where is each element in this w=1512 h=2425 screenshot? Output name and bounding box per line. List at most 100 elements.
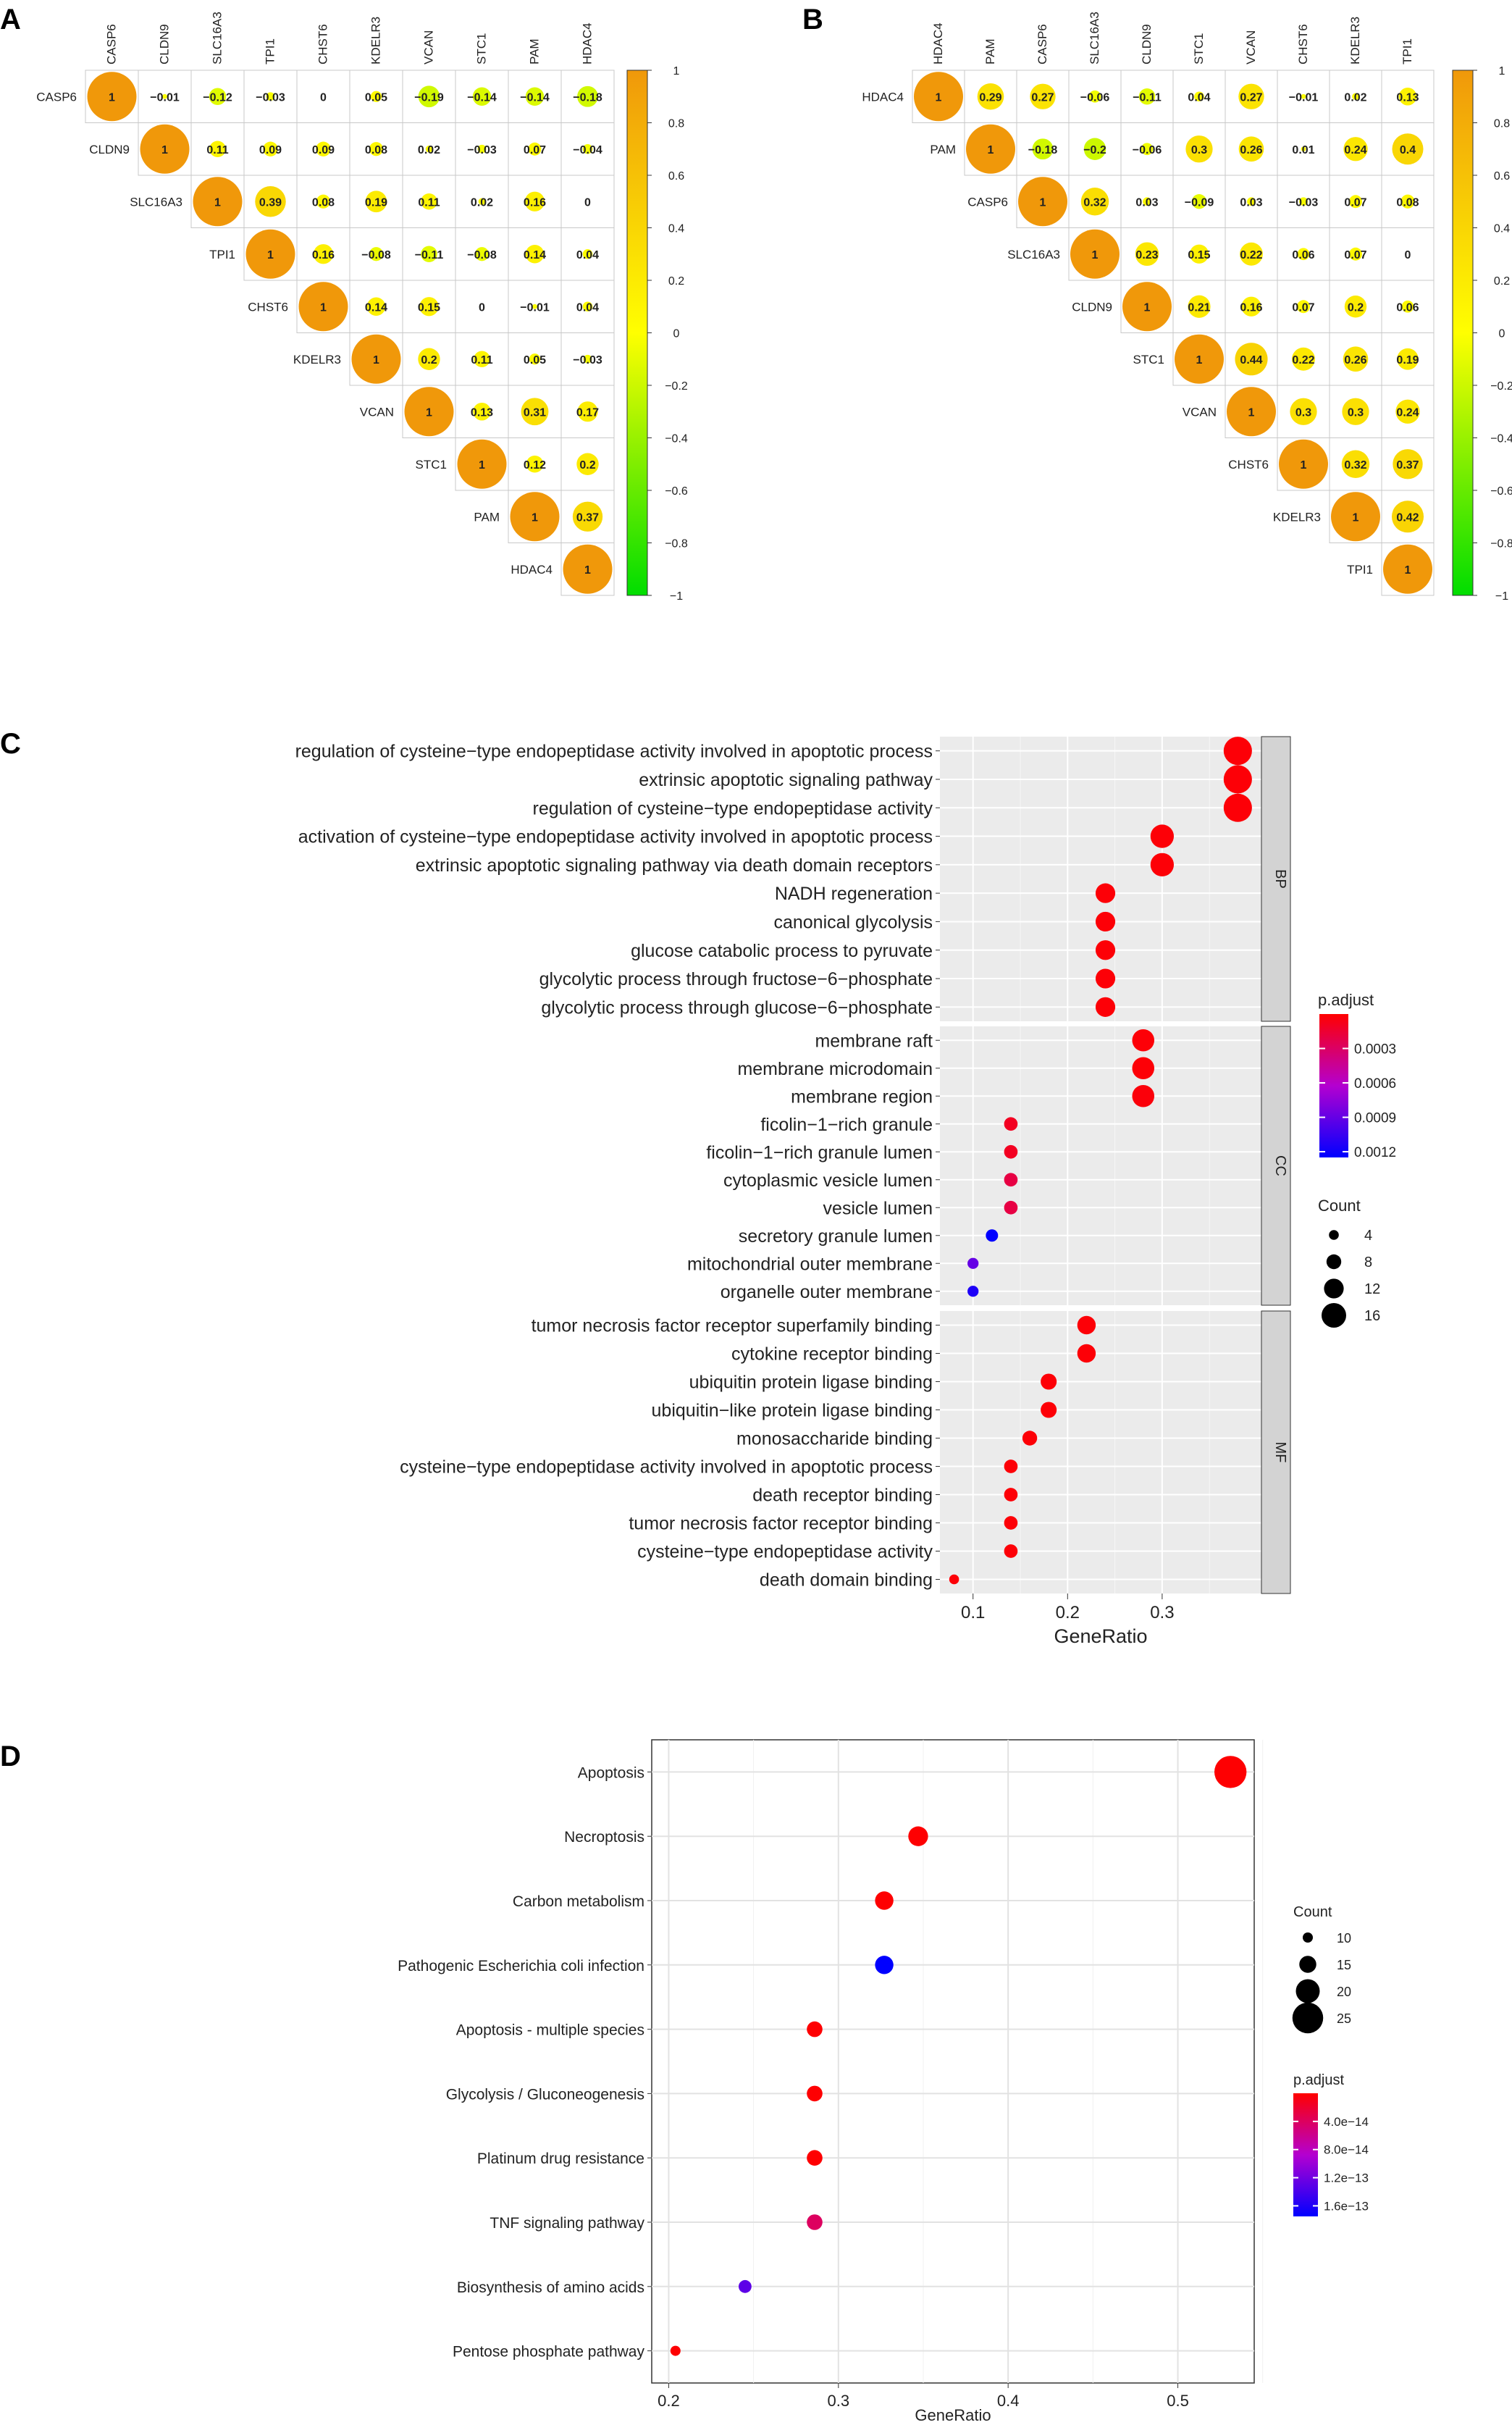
term-label: ubiquitin protein ligase binding [689, 1373, 933, 1393]
correlation-circle [576, 453, 599, 475]
data-point [1004, 1516, 1018, 1530]
correlation-value: 0.42 [1396, 511, 1419, 524]
correlation-value: −0.03 [256, 91, 285, 104]
column-label: STC1 [475, 33, 489, 64]
correlation-value: −0.08 [361, 249, 391, 261]
legend-tick-label: 0.0003 [1354, 1042, 1396, 1057]
correlation-circle [1343, 346, 1369, 372]
data-point [949, 1574, 959, 1585]
legend-tick-label: 1.2e−13 [1324, 2171, 1369, 2185]
colorbar [1452, 70, 1474, 596]
count-legend-dot [1329, 1230, 1339, 1240]
correlation-value: 0.07 [1344, 249, 1366, 261]
correlation-value: 0.26 [1240, 144, 1262, 156]
data-point [1077, 1315, 1096, 1335]
correlation-circle [1143, 197, 1151, 206]
padj-colorbar [1293, 2093, 1318, 2216]
correlation-circle [1138, 88, 1156, 105]
correlation-circle [914, 72, 963, 122]
correlation-value: −0.18 [573, 91, 602, 104]
correlation-circle [1397, 348, 1419, 370]
correlation-value: 0.16 [524, 196, 546, 209]
colorbar-tick-label: −0.6 [1490, 485, 1512, 498]
colorbar-tick-label: 0.6 [668, 170, 684, 183]
data-point [807, 2150, 823, 2166]
column-label: STC1 [1192, 33, 1206, 64]
correlation-circle [351, 334, 401, 384]
correlation-circle [370, 91, 382, 102]
colorbar-tick-label: 0.6 [1494, 170, 1510, 183]
correlation-circle [473, 402, 491, 421]
correlation-value: 0.06 [1292, 249, 1314, 261]
matrix-cell [1381, 227, 1435, 281]
correlation-value: −0.09 [1185, 196, 1214, 209]
correlation-circle [1343, 137, 1368, 162]
correlation-circle [1247, 197, 1256, 206]
correlation-circle [1341, 450, 1370, 478]
correlation-value: 0.3 [1348, 406, 1364, 419]
data-point [807, 2085, 823, 2102]
correlation-value: 1 [1092, 249, 1099, 261]
term-label: cytoplasmic vesicle lumen [723, 1170, 933, 1191]
correlation-value: 0.08 [1396, 196, 1419, 209]
data-point [1095, 883, 1116, 903]
correlation-circle [529, 353, 541, 365]
correlation-value: −0.18 [1028, 144, 1058, 156]
correlation-circle [474, 247, 490, 261]
column-label: TPI1 [264, 38, 277, 64]
data-point [1223, 765, 1252, 794]
legend-tick-label: 4 [1364, 1228, 1372, 1244]
correlation-value: 1 [936, 91, 942, 104]
term-label: membrane region [791, 1086, 933, 1107]
correlation-circle [255, 186, 286, 217]
row-label: CLDN9 [89, 143, 130, 156]
colorbar-tick-label: −0.2 [1490, 380, 1512, 393]
correlation-value: 0 [320, 91, 327, 104]
correlation-circle [1189, 244, 1209, 264]
correlation-value: 0.22 [1292, 354, 1314, 367]
term-label: membrane microdomain [737, 1059, 933, 1079]
colorbar-tick-label: 0.2 [1494, 275, 1510, 288]
colorbar-tick-label: −1 [670, 590, 683, 603]
column-label: CASP6 [1036, 24, 1049, 64]
correlation-value: −0.11 [1133, 91, 1162, 104]
term-label: secretory granule lumen [739, 1226, 933, 1247]
correlation-circle [1349, 195, 1362, 209]
term-label: Carbon metabolism [513, 1893, 644, 1910]
count-legend-dot [1299, 1956, 1316, 1973]
column-label: KDELR3 [1348, 17, 1362, 64]
correlation-circle [1238, 136, 1264, 162]
colorbar-tick-label: −0.8 [665, 538, 688, 550]
correlation-value: 0.05 [365, 91, 387, 104]
correlation-circle [209, 88, 227, 106]
row-label: SLC16A3 [130, 195, 182, 209]
matrix-cell [455, 280, 509, 333]
correlation-value: 1 [532, 511, 538, 524]
correlation-value: 0.37 [576, 511, 599, 524]
term-label: glycolytic process through glucose−6−pho… [541, 997, 933, 1018]
correlation-circle [1392, 133, 1424, 165]
legend-tick-label: 0.0009 [1354, 1111, 1396, 1126]
correlation-circle [193, 177, 243, 227]
correlation-circle [1299, 197, 1308, 206]
correlation-circle [1241, 296, 1261, 317]
correlation-value: 0.19 [1396, 354, 1419, 367]
term-label: glucose catabolic process to pyruvate [631, 941, 933, 961]
correlation-value: 0.26 [1344, 354, 1366, 367]
correlation-value: −0.03 [1289, 196, 1319, 209]
column-label: CLDN9 [158, 24, 172, 64]
data-point [807, 2214, 823, 2230]
correlation-value: 1 [1040, 196, 1046, 209]
correlation-circle [1301, 93, 1306, 99]
term-label: Glycolysis / Gluconeogenesis [446, 2086, 644, 2103]
colorbar-tick-label: −0.8 [1490, 538, 1512, 550]
correlation-circle [1083, 138, 1106, 160]
correlation-value: 1 [426, 406, 432, 419]
colorbar-tick-label: −0.2 [665, 380, 688, 393]
data-point [1004, 1488, 1018, 1502]
correlation-circle [1342, 398, 1369, 425]
correlation-circle [366, 297, 386, 316]
legend-tick-label: 8 [1364, 1255, 1372, 1270]
correlation-circle [419, 297, 439, 317]
correlation-value: 0.3 [1191, 144, 1207, 156]
